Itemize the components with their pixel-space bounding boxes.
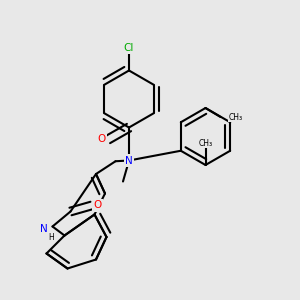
Text: O: O [97,134,106,145]
Text: N: N [125,155,133,166]
Text: H: H [48,232,54,242]
Text: N: N [40,224,48,235]
Text: Cl: Cl [124,43,134,53]
Text: CH₃: CH₃ [229,112,243,122]
Text: CH₃: CH₃ [198,139,213,148]
Text: O: O [93,200,102,211]
